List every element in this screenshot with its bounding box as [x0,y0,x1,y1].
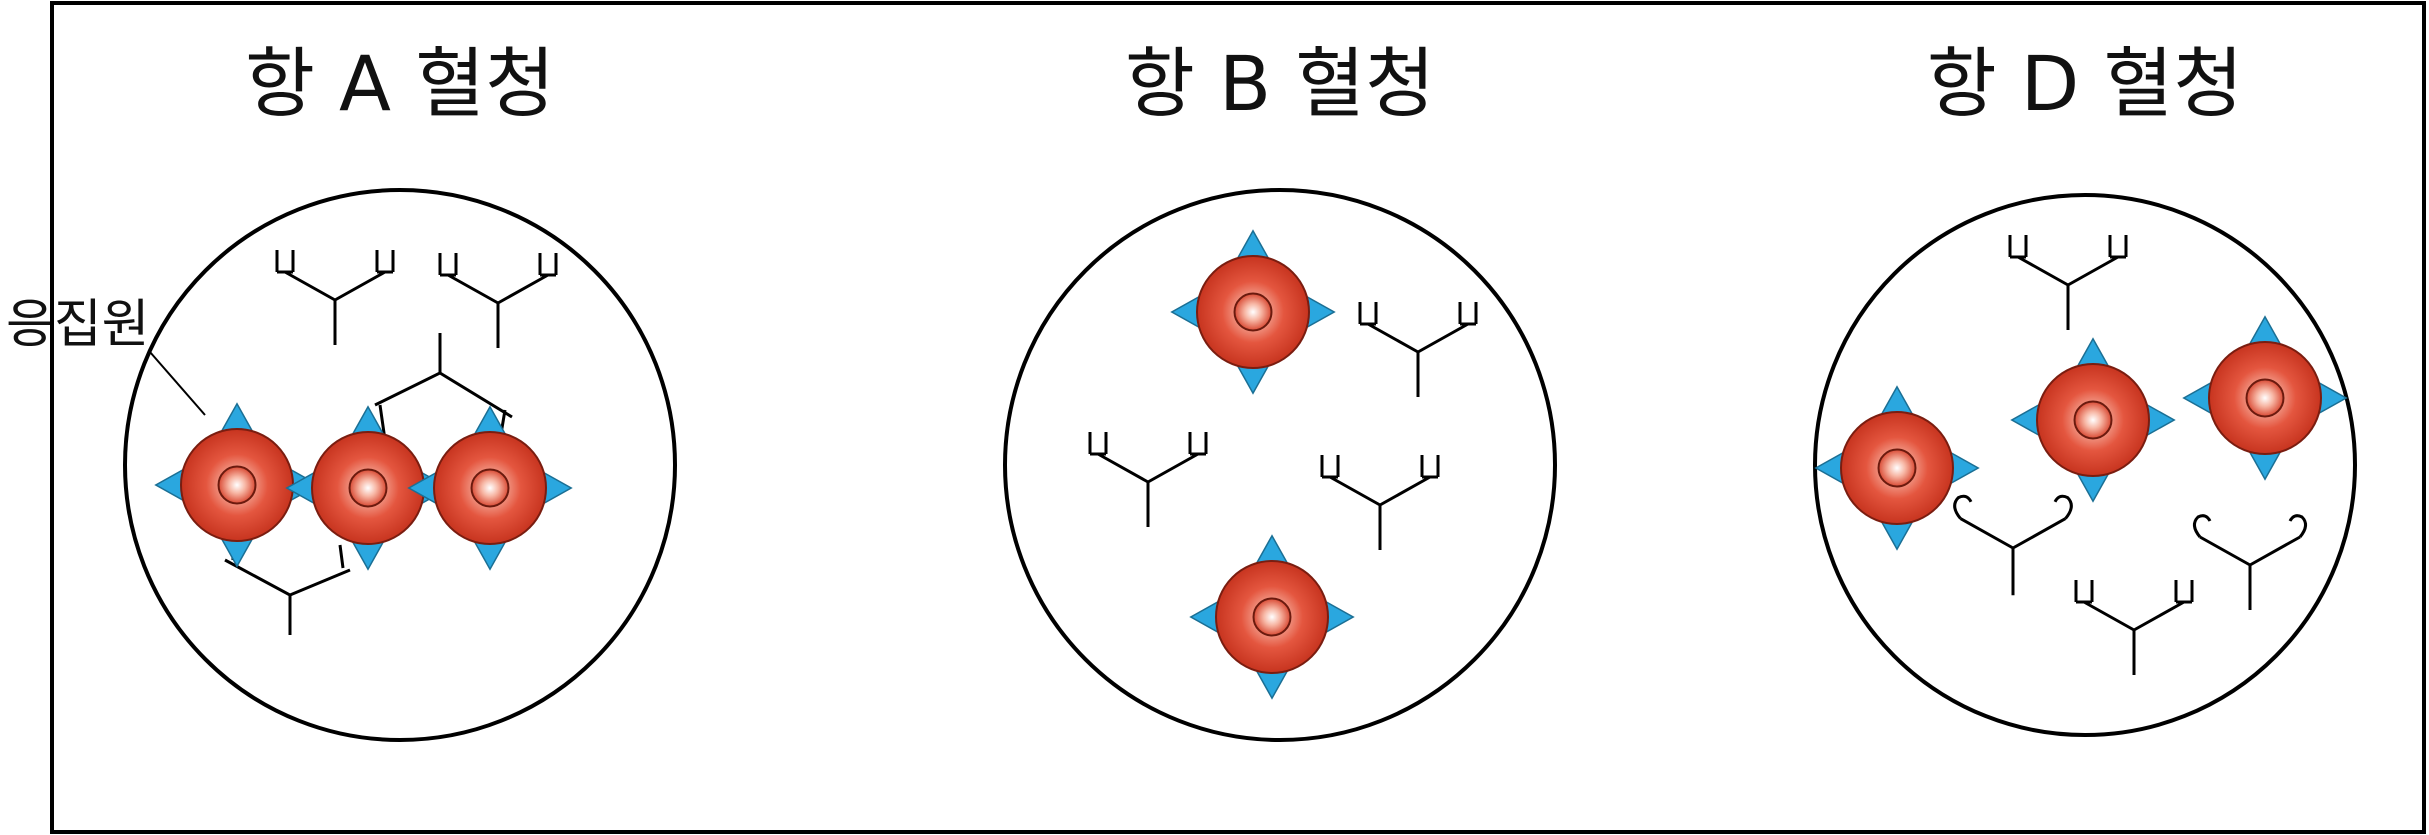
cell-center [2073,400,2113,440]
red-blood-cell-a1 [154,402,320,568]
antibody-bridge-bottom [224,534,351,635]
red-blood-cell-d2 [2010,337,2176,503]
sample-circle-anti-b [1003,188,1557,742]
red-blood-cell-d3 [2182,315,2348,481]
cell-center [1252,597,1292,637]
antibody-icon [2193,514,2307,610]
antibody-bridge-top [374,333,513,441]
antibody-icon [1953,494,2073,596]
antibody-icon [275,250,395,345]
cell-center [217,465,257,505]
red-blood-cell-a3 [407,405,573,571]
red-blood-cell-d1 [1814,385,1980,551]
red-blood-cell-b2 [1189,534,1355,700]
antibody-icon [2008,235,2128,330]
outer-frame [50,1,2426,834]
antibody-icon [1358,302,1478,397]
cell-center [1233,292,1273,332]
cell-center [1877,448,1917,488]
panel-title-anti-a: 항 A 혈청 [244,39,556,128]
callout-leader-line [149,351,206,416]
antibody-icon [1320,455,1440,550]
panel-title-anti-b: 항 B 혈청 [1124,39,1436,128]
antibody-icon [1088,432,1208,527]
red-blood-cell-b1 [1170,229,1336,395]
panel-title-anti-d: 항 D 혈청 [1926,39,2244,128]
antibody-icon [2074,580,2194,675]
antibody-icon [438,253,558,348]
cell-center [470,468,510,508]
cell-center [348,468,388,508]
cell-center [2245,378,2285,418]
